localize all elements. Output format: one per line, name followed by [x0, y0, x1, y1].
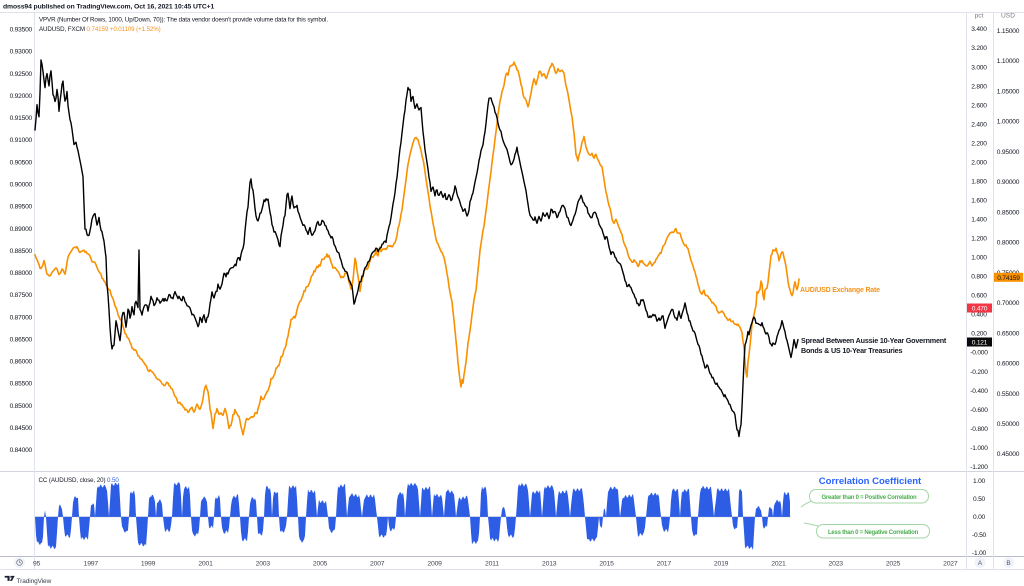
svg-text:0.86000: 0.86000	[10, 359, 33, 366]
svg-text:0.74159: 0.74159	[997, 275, 1020, 282]
svg-text:0.121: 0.121	[972, 340, 988, 347]
svg-text:0.65000: 0.65000	[997, 330, 1020, 337]
svg-text:0.92000: 0.92000	[10, 93, 33, 100]
svg-text:1.05000: 1.05000	[997, 88, 1020, 95]
svg-text:0.87500: 0.87500	[10, 292, 33, 299]
svg-text:0.85500: 0.85500	[10, 381, 33, 388]
svg-text:-0.400: -0.400	[970, 388, 988, 395]
svg-text:2021: 2021	[771, 561, 786, 568]
svg-text:-0.800: -0.800	[970, 426, 988, 433]
svg-text:1.000: 1.000	[971, 255, 987, 262]
svg-text:2001: 2001	[198, 561, 213, 568]
svg-text:-0.50: -0.50	[972, 532, 987, 539]
svg-text:2027: 2027	[943, 561, 958, 568]
svg-text:0.470: 0.470	[972, 306, 988, 313]
svg-text:1.15000: 1.15000	[997, 28, 1020, 35]
svg-text:2007: 2007	[370, 561, 385, 568]
svg-text:0.55000: 0.55000	[997, 391, 1020, 398]
svg-text:2003: 2003	[256, 561, 271, 568]
svg-text:0.88500: 0.88500	[10, 248, 33, 255]
svg-text:0.89500: 0.89500	[10, 204, 33, 211]
svg-text:1999: 1999	[141, 561, 156, 568]
svg-text:2013: 2013	[542, 561, 557, 568]
svg-text:0.400: 0.400	[971, 312, 987, 319]
svg-text:0.60000: 0.60000	[997, 361, 1020, 368]
svg-text:0.90000: 0.90000	[10, 182, 33, 189]
svg-text:2011: 2011	[485, 561, 499, 568]
svg-text:1.10000: 1.10000	[997, 58, 1020, 65]
svg-text:B: B	[1006, 560, 1010, 567]
svg-text:-0.000: -0.000	[970, 350, 988, 357]
svg-text:2009: 2009	[427, 561, 442, 568]
svg-text:1.00: 1.00	[973, 478, 986, 485]
svg-text:0.800: 0.800	[971, 274, 987, 281]
svg-text:2.800: 2.800	[971, 83, 987, 90]
svg-text:TradingView: TradingView	[17, 578, 52, 585]
svg-text:0.85000: 0.85000	[10, 403, 33, 410]
svg-text:2023: 2023	[829, 561, 844, 568]
svg-text:2.200: 2.200	[971, 140, 987, 147]
svg-text:-1.00: -1.00	[972, 550, 987, 557]
svg-text:0.93000: 0.93000	[10, 49, 33, 56]
svg-text:0.80000: 0.80000	[997, 240, 1020, 247]
svg-text:0.600: 0.600	[971, 293, 987, 300]
svg-text:AUDUSD, FXCM 0.74159 +0.01109: AUDUSD, FXCM 0.74159 +0.01109 (+1.52%)	[39, 26, 161, 33]
svg-text:2005: 2005	[313, 561, 328, 568]
svg-text:0.87000: 0.87000	[10, 314, 33, 321]
svg-text:pct: pct	[975, 13, 984, 20]
svg-text:0.90000: 0.90000	[997, 179, 1020, 186]
svg-text:VPVR (Number Of Rows, 1000, Up: VPVR (Number Of Rows, 1000, Up/Down, 70)…	[39, 17, 328, 24]
svg-text:Bonds & US 10-Year Treasuries: Bonds & US 10-Year Treasuries	[801, 346, 902, 355]
svg-text:0.84000: 0.84000	[10, 447, 33, 454]
svg-text:-1.000: -1.000	[970, 445, 988, 452]
svg-text:3.400: 3.400	[971, 26, 987, 33]
svg-text:0.200: 0.200	[971, 331, 987, 338]
svg-text:2017: 2017	[657, 561, 672, 568]
svg-text:2015: 2015	[599, 561, 614, 568]
svg-text:0.91000: 0.91000	[10, 137, 33, 144]
svg-text:1.200: 1.200	[971, 236, 987, 243]
svg-text:Less than 0 = Negative Correla: Less than 0 = Negative Correlation	[828, 530, 919, 536]
svg-text:2019: 2019	[714, 561, 729, 568]
svg-text:0.95000: 0.95000	[997, 149, 1020, 156]
svg-text:0.00: 0.00	[973, 514, 986, 521]
svg-text:dmoss94 published on TradingVi: dmoss94 published on TradingView.com, Oc…	[3, 4, 215, 11]
svg-text:Greater than 0 = Positive Corr: Greater than 0 = Positive Correlation	[822, 495, 918, 501]
svg-text:A: A	[978, 560, 983, 567]
svg-text:2.600: 2.600	[971, 102, 987, 109]
svg-text:0.85000: 0.85000	[997, 209, 1020, 216]
svg-text:0.92500: 0.92500	[10, 71, 33, 78]
svg-text:1.400: 1.400	[971, 217, 987, 224]
svg-text:2.000: 2.000	[971, 159, 987, 166]
svg-text:3.000: 3.000	[971, 64, 987, 71]
svg-text:1997: 1997	[84, 561, 99, 568]
svg-text:0.84500: 0.84500	[10, 425, 33, 432]
svg-text:1.800: 1.800	[971, 179, 987, 186]
svg-text:AUD/USD Exchange Rate: AUD/USD Exchange Rate	[800, 287, 880, 294]
svg-text:Spread Between Aussie 10-Year: Spread Between Aussie 10-Year Government	[801, 336, 947, 345]
svg-text:CC (AUDUSD, close, 20) 0.50: CC (AUDUSD, close, 20) 0.50	[39, 477, 120, 484]
svg-text:0.50000: 0.50000	[997, 421, 1020, 428]
svg-text:0.93500: 0.93500	[10, 27, 33, 34]
svg-text:0.50: 0.50	[973, 496, 986, 503]
svg-text:-1.200: -1.200	[970, 464, 988, 471]
svg-text:1.00000: 1.00000	[997, 119, 1020, 126]
svg-text:USD: USD	[1001, 13, 1015, 20]
svg-text:0.70000: 0.70000	[997, 300, 1020, 307]
svg-text:2.400: 2.400	[971, 121, 987, 128]
svg-text:-0.200: -0.200	[970, 369, 988, 376]
svg-text:0.91500: 0.91500	[10, 115, 33, 122]
svg-text:0.45000: 0.45000	[997, 451, 1020, 458]
svg-text:Correlation Coefficient: Correlation Coefficient	[819, 476, 922, 487]
svg-text:3.200: 3.200	[971, 45, 987, 52]
svg-text:0.90500: 0.90500	[10, 159, 33, 166]
svg-text:95: 95	[33, 561, 41, 568]
svg-text:-0.600: -0.600	[970, 407, 988, 414]
svg-text:2025: 2025	[886, 561, 901, 568]
svg-text:0.86500: 0.86500	[10, 336, 33, 343]
svg-text:0.89000: 0.89000	[10, 226, 33, 233]
svg-text:0.88000: 0.88000	[10, 270, 33, 277]
svg-text:1.600: 1.600	[971, 198, 987, 205]
